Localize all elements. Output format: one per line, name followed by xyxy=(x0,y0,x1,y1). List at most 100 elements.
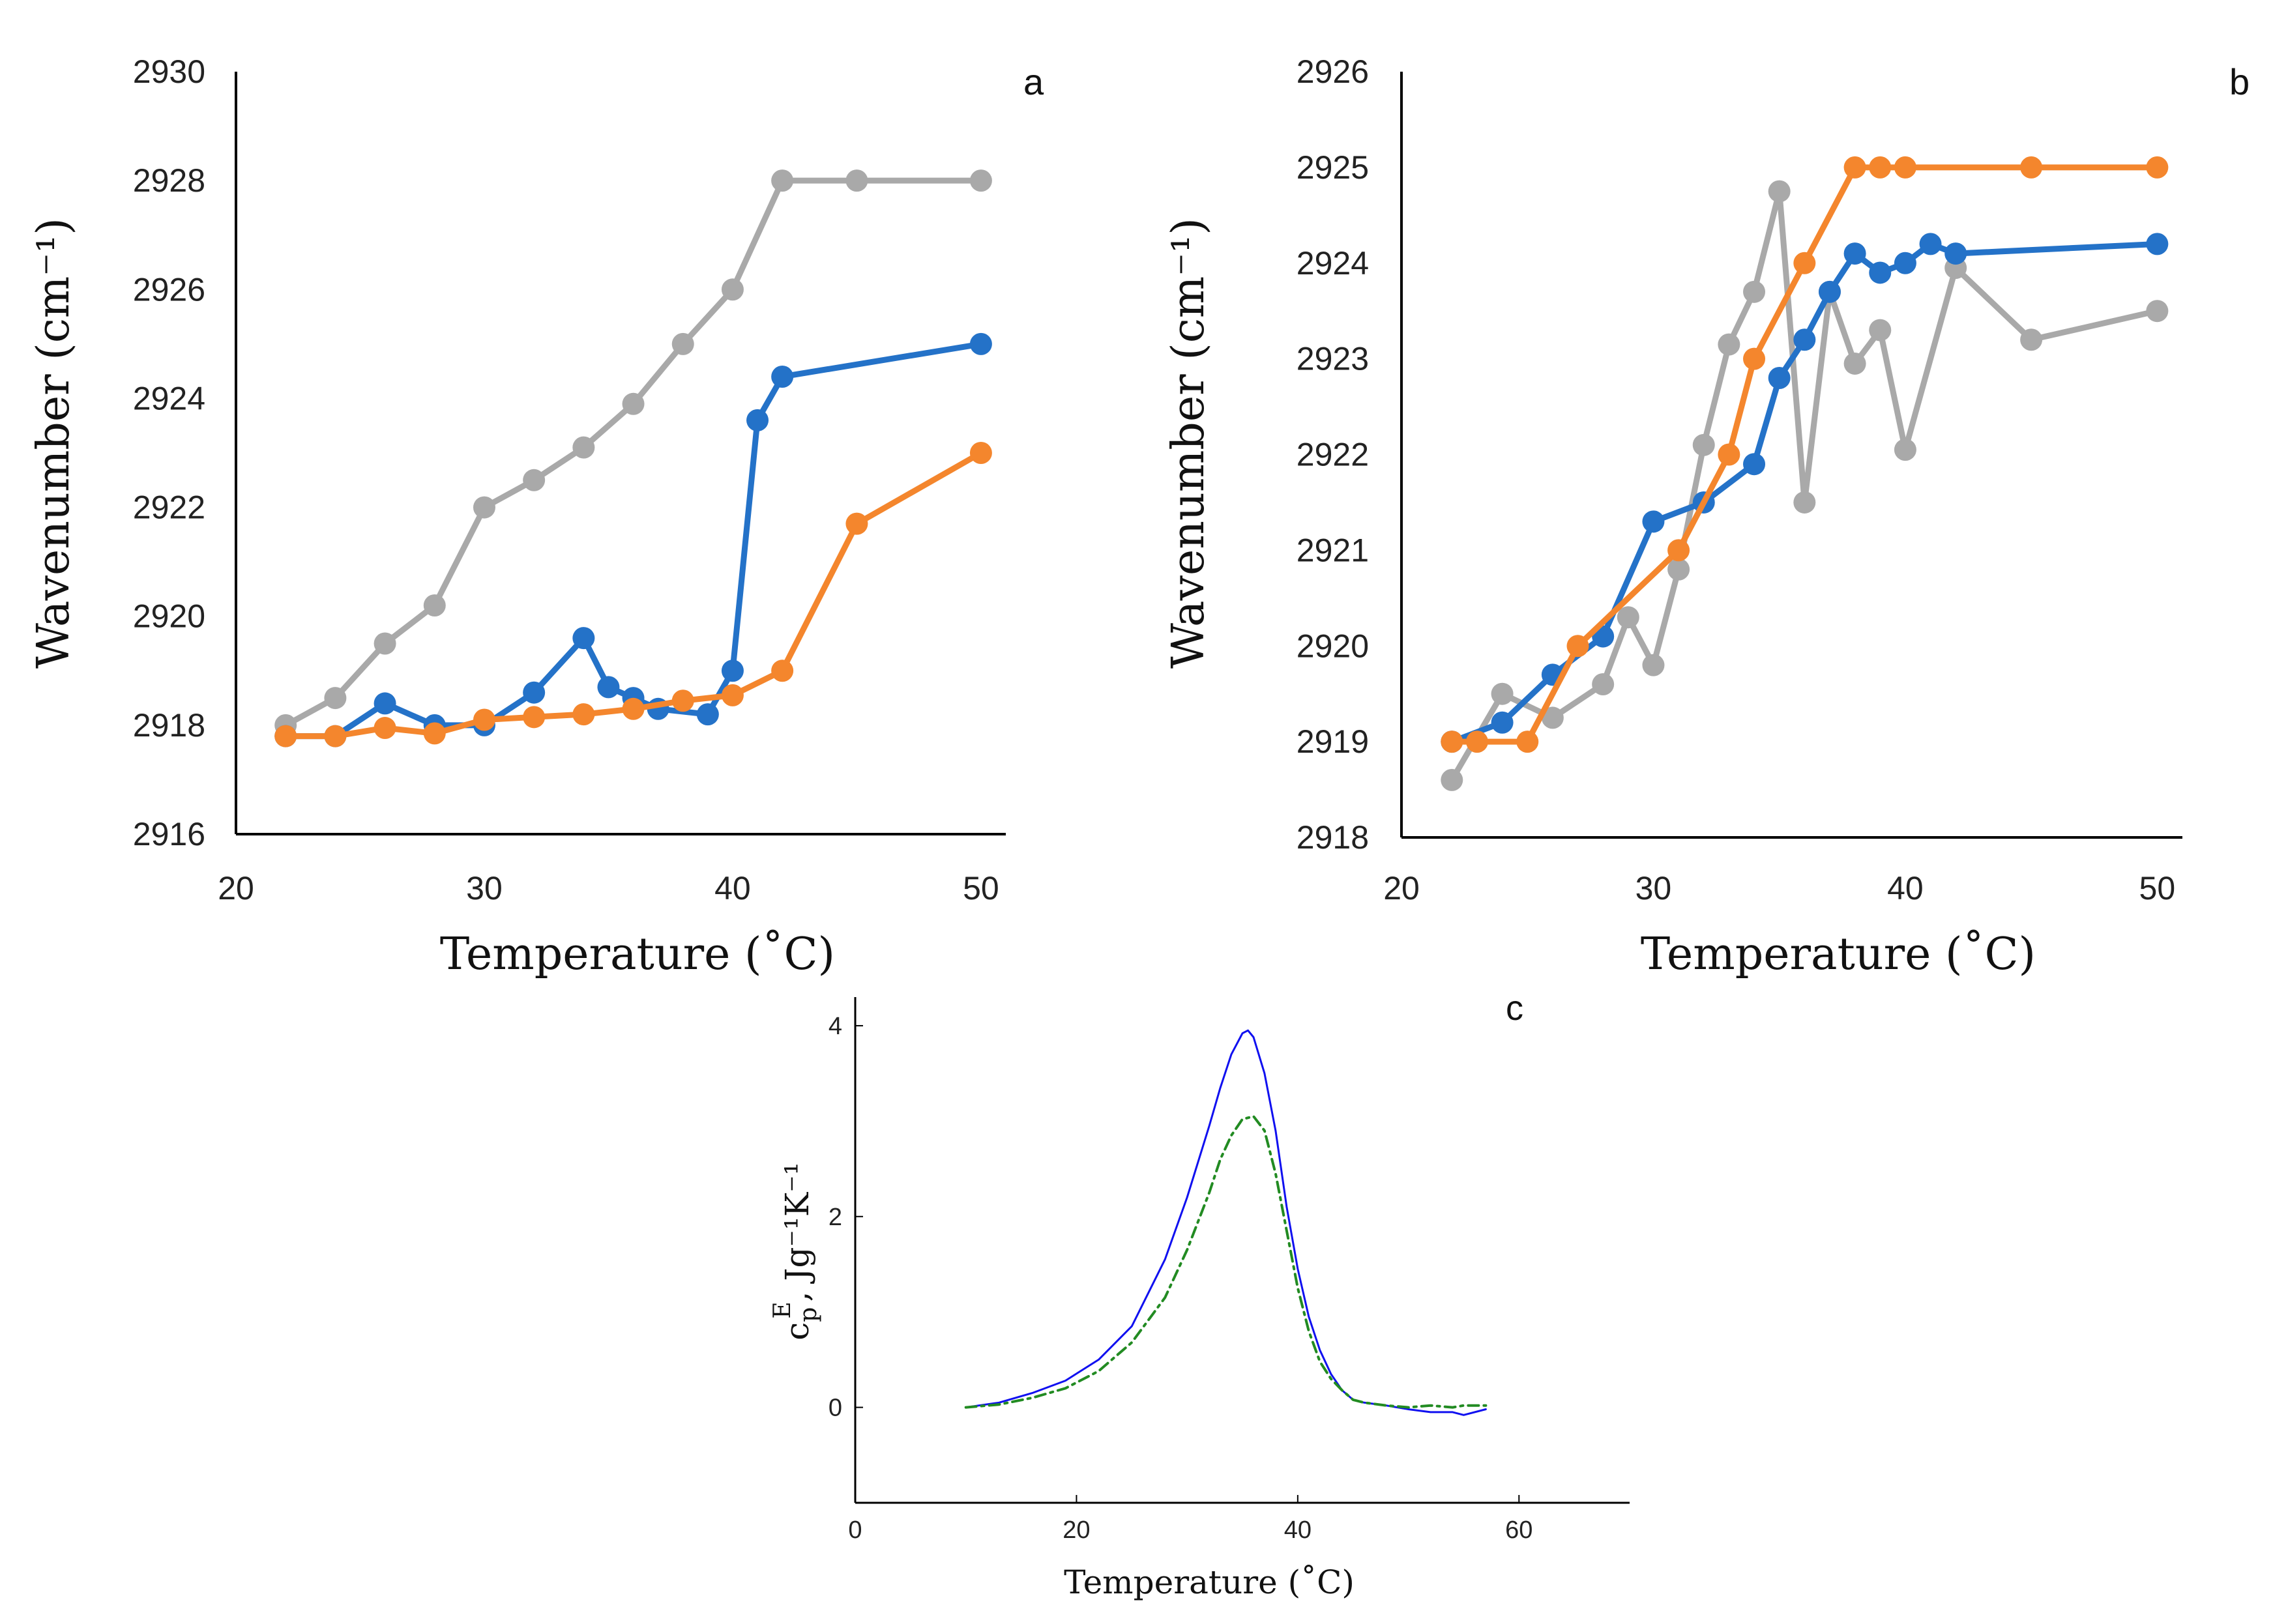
data-point-orange xyxy=(1743,347,1766,370)
data-point-orange xyxy=(2020,156,2043,179)
data-point-blue xyxy=(572,627,595,650)
y-tick-label: 2918 xyxy=(133,707,205,744)
x-tick-label: 20 xyxy=(218,870,254,906)
data-point-blue xyxy=(1491,711,1514,734)
chart-c-y-label-main: c xyxy=(778,1322,816,1341)
data-point-orange xyxy=(423,722,446,745)
data-point-gray xyxy=(1592,673,1615,695)
data-point-orange xyxy=(1465,731,1488,753)
x-tick-label: 20 xyxy=(1063,1516,1090,1544)
chart-c-y-ticks: 0 2 4 xyxy=(829,1013,863,1422)
data-point-blue xyxy=(696,703,719,726)
data-point-gray xyxy=(1843,352,1866,375)
data-point-blue xyxy=(1818,280,1841,303)
data-point-orange xyxy=(1667,539,1690,562)
data-point-gray xyxy=(1869,319,1892,341)
data-point-orange xyxy=(374,717,396,740)
data-point-gray xyxy=(1692,433,1715,456)
data-point-gray xyxy=(2020,328,2043,351)
data-point-blue xyxy=(523,681,546,704)
x-tick-label: 20 xyxy=(1383,870,1420,906)
data-point-orange xyxy=(721,684,744,706)
chart-c-series xyxy=(964,1029,1488,1416)
data-point-blue xyxy=(1793,328,1816,351)
data-point-gray xyxy=(1743,280,1766,303)
x-tick-label: 30 xyxy=(1635,870,1672,906)
y-tick-label: 2919 xyxy=(1297,723,1369,760)
data-point-orange xyxy=(473,708,495,731)
data-point-gray xyxy=(572,436,595,459)
data-point-orange xyxy=(1516,731,1539,753)
data-point-blue xyxy=(721,660,744,682)
y-tick-label: 0 xyxy=(829,1395,842,1422)
y-tick-label: 2918 xyxy=(1297,819,1369,856)
y-tick-label: 2923 xyxy=(1297,341,1369,377)
data-point-orange xyxy=(572,703,595,726)
data-point-orange xyxy=(1441,731,1463,753)
data-point-blue xyxy=(1743,453,1766,476)
y-tick-label: 2930 xyxy=(133,53,205,90)
data-point-orange xyxy=(274,725,297,747)
y-tick-label: 2 xyxy=(829,1204,842,1231)
data-point-gray xyxy=(324,687,347,710)
data-point-blue xyxy=(771,366,794,388)
data-point-orange xyxy=(671,689,694,712)
y-tick-label: 2922 xyxy=(1297,437,1369,473)
x-tick-label: 40 xyxy=(1887,870,1924,906)
data-point-blue xyxy=(1944,242,1967,265)
y-tick-label: 2924 xyxy=(133,380,205,416)
data-point-blue xyxy=(597,676,620,699)
data-point-gray xyxy=(2146,300,2169,323)
data-point-gray xyxy=(423,594,446,616)
series-line-dashed xyxy=(964,1115,1488,1409)
data-point-orange xyxy=(845,512,868,535)
data-point-gray xyxy=(1491,682,1514,705)
data-point-gray xyxy=(1441,768,1463,791)
data-point-orange xyxy=(1843,156,1866,179)
data-point-orange xyxy=(1793,252,1816,274)
data-point-blue xyxy=(1919,233,1942,255)
data-point-gray xyxy=(1642,654,1665,676)
data-point-gray xyxy=(1617,606,1639,629)
y-tick-label: 2922 xyxy=(133,489,205,526)
chart-a-y-ticks: 2916 2918 2920 2922 2924 2926 2928 2930 xyxy=(133,53,205,852)
chart-c-y-label-units: , Jg⁻¹K⁻¹ xyxy=(778,1162,816,1301)
x-tick-label: 50 xyxy=(963,870,999,906)
data-point-blue xyxy=(1642,510,1665,533)
chart-b-x-axis-label: Temperature (˚C) xyxy=(1641,929,2036,980)
data-point-orange xyxy=(969,442,992,464)
chart-b-axes xyxy=(1400,72,2182,839)
data-point-blue xyxy=(374,692,396,715)
y-tick-label: 2920 xyxy=(1297,628,1369,664)
chart-c-panel-label: c xyxy=(1506,989,1523,1028)
data-point-orange xyxy=(771,660,794,682)
chart-a-axes xyxy=(235,72,1006,835)
data-point-orange xyxy=(1869,156,1892,179)
data-point-orange xyxy=(1566,635,1589,658)
chart-panel-b: 2918 2919 2920 2921 2922 2923 2924 2925 2926 20 3… xyxy=(1163,53,2250,980)
x-tick-label: 0 xyxy=(848,1516,862,1544)
data-point-blue xyxy=(1894,252,1916,274)
data-point-gray xyxy=(969,169,992,192)
data-point-gray xyxy=(1718,333,1740,356)
data-point-gray xyxy=(671,332,694,355)
data-point-blue xyxy=(969,332,992,355)
data-point-gray xyxy=(523,469,546,491)
y-tick-label: 2928 xyxy=(133,162,205,199)
y-tick-label: 2920 xyxy=(133,598,205,635)
data-point-orange xyxy=(523,706,546,729)
data-point-gray xyxy=(1541,706,1564,729)
data-point-orange xyxy=(324,725,347,747)
chart-c-x-ticks: 0 20 40 60 xyxy=(848,1495,1532,1544)
data-point-gray xyxy=(1793,491,1816,514)
y-tick-label: 2916 xyxy=(133,816,205,852)
data-point-blue xyxy=(1869,261,1892,284)
y-tick-label: 2925 xyxy=(1297,149,1369,186)
data-point-orange xyxy=(622,697,645,720)
data-point-orange xyxy=(2146,156,2169,179)
chart-b-y-ticks: 2918 2919 2920 2921 2922 2923 2924 2925 2926 xyxy=(1297,53,1369,856)
chart-a-x-ticks: 20 30 40 50 xyxy=(218,870,999,906)
data-point-gray xyxy=(771,169,794,192)
data-point-orange xyxy=(1718,443,1740,466)
chart-c-y-label-sup: E xyxy=(769,1301,796,1318)
